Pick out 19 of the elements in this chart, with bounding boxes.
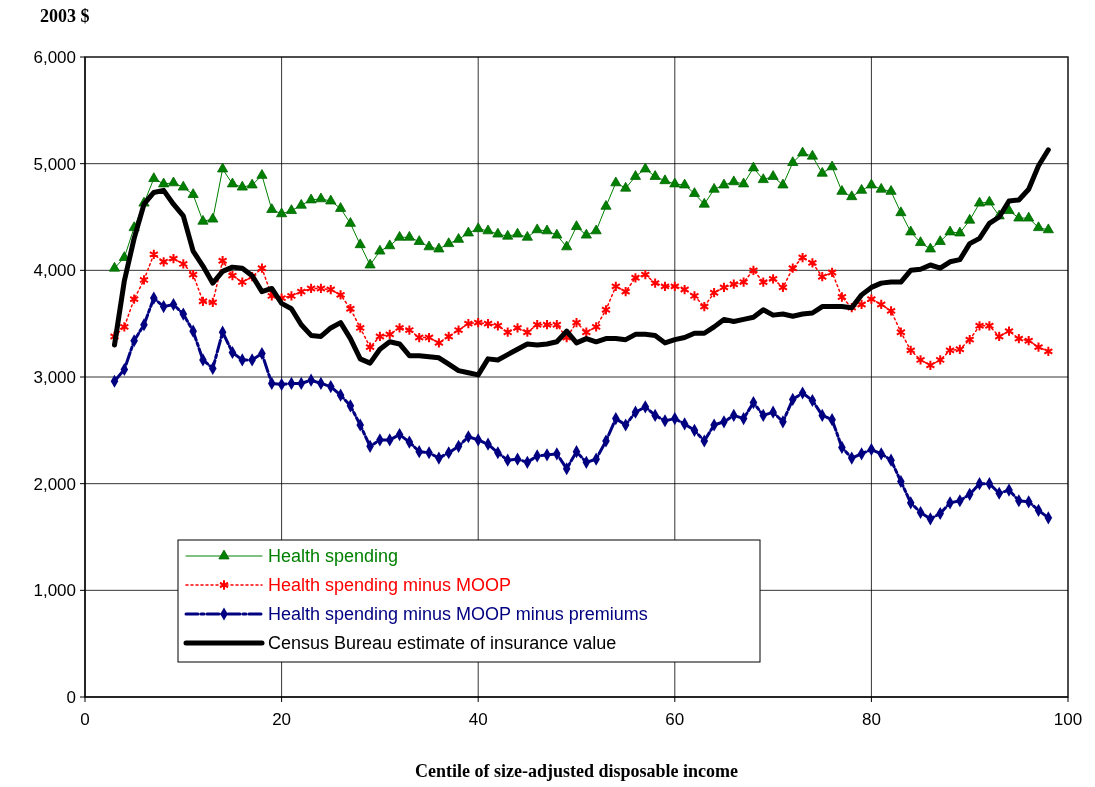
x-tick-label: 60 <box>665 710 685 729</box>
y-tick-label: 5,000 <box>33 154 76 174</box>
x-tick-label: 20 <box>272 710 292 729</box>
legend-label: Health spending minus MOOP minus premiums <box>268 604 648 625</box>
y-axis-title: 2003 $ <box>40 6 90 26</box>
legend-label: Health spending minus MOOP <box>268 575 512 596</box>
y-tick-label: 6,000 <box>33 47 76 67</box>
legend-label: Census Bureau estimate of insurance value <box>268 633 617 654</box>
legend-label: Health spending <box>268 546 399 567</box>
x-tick-label: 0 <box>80 710 90 729</box>
y-tick-label: 4,000 <box>33 261 76 281</box>
x-tick-label: 100 <box>1053 710 1083 729</box>
y-tick-label: 0 <box>66 687 76 707</box>
y-tick-label: 3,000 <box>33 367 76 387</box>
x-axis-title: Centile of size-adjusted disposable income <box>415 761 738 781</box>
x-tick-label: 80 <box>861 710 881 729</box>
y-tick-label: 2,000 <box>33 474 76 494</box>
x-tick-label: 40 <box>468 710 488 729</box>
y-tick-label: 1,000 <box>33 581 76 601</box>
